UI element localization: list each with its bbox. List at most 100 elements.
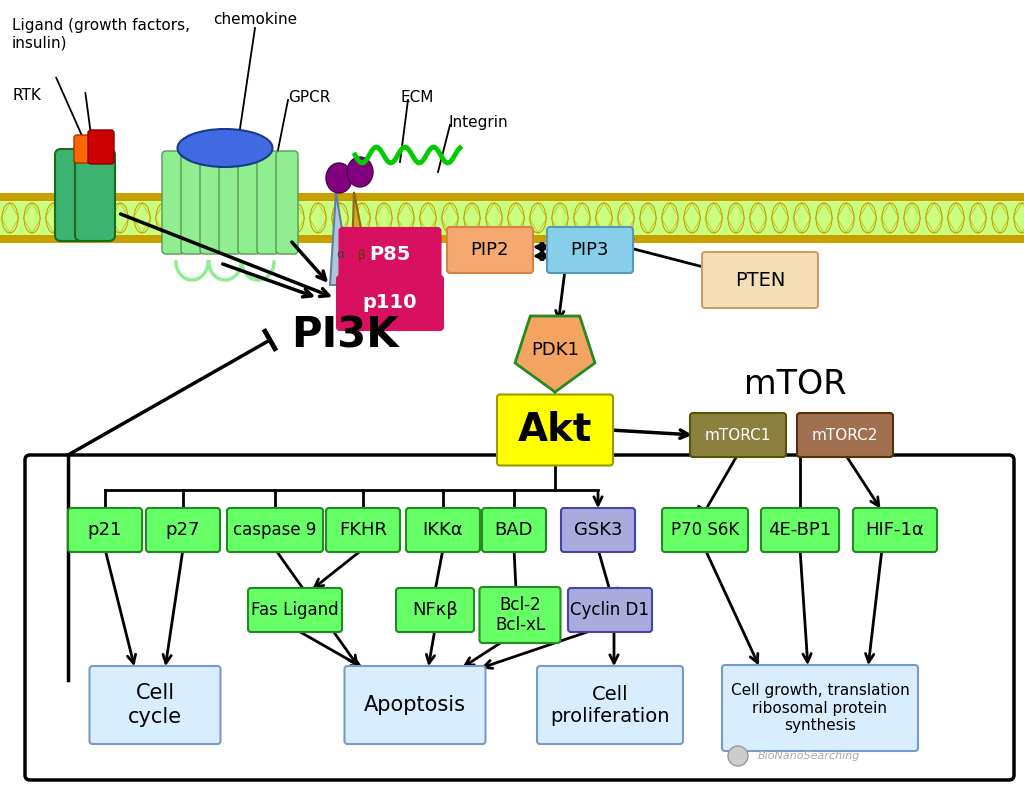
Text: P70 S6K: P70 S6K (671, 521, 739, 539)
Text: p21: p21 (88, 521, 122, 539)
Ellipse shape (486, 203, 502, 233)
FancyBboxPatch shape (537, 666, 683, 744)
Text: Cell growth, translation
ribosomal protein
synthesis: Cell growth, translation ribosomal prote… (731, 683, 909, 733)
FancyBboxPatch shape (68, 508, 142, 552)
Text: p110: p110 (362, 294, 417, 313)
Ellipse shape (992, 203, 1008, 233)
Ellipse shape (728, 203, 744, 233)
Text: Apoptosis: Apoptosis (364, 695, 466, 715)
Ellipse shape (310, 203, 326, 233)
Text: p27: p27 (166, 521, 201, 539)
FancyBboxPatch shape (797, 413, 893, 457)
Text: ECM: ECM (400, 90, 433, 105)
Ellipse shape (288, 203, 304, 233)
Ellipse shape (178, 203, 194, 233)
Ellipse shape (662, 203, 678, 233)
FancyBboxPatch shape (227, 508, 323, 552)
Text: RTK: RTK (12, 88, 41, 103)
FancyBboxPatch shape (340, 228, 440, 282)
Ellipse shape (134, 203, 150, 233)
FancyBboxPatch shape (238, 151, 260, 254)
FancyBboxPatch shape (146, 508, 220, 552)
Ellipse shape (816, 203, 831, 233)
Text: caspase 9: caspase 9 (233, 521, 316, 539)
Ellipse shape (530, 203, 546, 233)
FancyBboxPatch shape (344, 666, 485, 744)
FancyBboxPatch shape (0, 201, 1024, 235)
Ellipse shape (222, 203, 238, 233)
Ellipse shape (508, 203, 524, 233)
Ellipse shape (177, 129, 272, 167)
Ellipse shape (970, 203, 986, 233)
Text: 4E-BP1: 4E-BP1 (768, 521, 831, 539)
Ellipse shape (244, 203, 260, 233)
Ellipse shape (442, 203, 458, 233)
Ellipse shape (640, 203, 656, 233)
Text: PI3K: PI3K (291, 314, 398, 356)
Text: Integrin: Integrin (449, 115, 508, 130)
Ellipse shape (200, 203, 216, 233)
Ellipse shape (794, 203, 810, 233)
Ellipse shape (24, 203, 40, 233)
Ellipse shape (552, 203, 568, 233)
FancyBboxPatch shape (74, 135, 98, 163)
Ellipse shape (112, 203, 128, 233)
FancyBboxPatch shape (88, 130, 114, 164)
FancyBboxPatch shape (248, 588, 342, 632)
Ellipse shape (347, 157, 373, 187)
Text: GSK3: GSK3 (573, 521, 623, 539)
FancyBboxPatch shape (662, 508, 748, 552)
Text: PTEN: PTEN (735, 270, 785, 290)
Text: mTOR: mTOR (743, 368, 846, 402)
Text: β: β (358, 249, 366, 261)
Polygon shape (330, 192, 351, 285)
FancyBboxPatch shape (568, 588, 652, 632)
Text: PDK1: PDK1 (531, 341, 579, 359)
Ellipse shape (464, 203, 480, 233)
Ellipse shape (2, 203, 18, 233)
Ellipse shape (326, 163, 352, 193)
FancyBboxPatch shape (497, 395, 613, 465)
Text: Cyclin D1: Cyclin D1 (570, 601, 649, 619)
Ellipse shape (420, 203, 436, 233)
Ellipse shape (90, 203, 106, 233)
Ellipse shape (948, 203, 964, 233)
Ellipse shape (860, 203, 876, 233)
FancyBboxPatch shape (0, 193, 1024, 243)
Text: Cell
cycle: Cell cycle (128, 683, 182, 727)
FancyBboxPatch shape (406, 508, 480, 552)
Ellipse shape (596, 203, 612, 233)
FancyBboxPatch shape (702, 252, 818, 308)
Ellipse shape (750, 203, 766, 233)
Text: Cell
proliferation: Cell proliferation (550, 684, 670, 726)
Text: FKHR: FKHR (339, 521, 387, 539)
Ellipse shape (398, 203, 414, 233)
FancyBboxPatch shape (853, 508, 937, 552)
Polygon shape (351, 192, 372, 285)
Text: Fas Ligand: Fas Ligand (251, 601, 339, 619)
FancyBboxPatch shape (337, 276, 443, 330)
Ellipse shape (46, 203, 62, 233)
Ellipse shape (376, 203, 392, 233)
FancyBboxPatch shape (219, 151, 241, 254)
FancyBboxPatch shape (722, 665, 918, 751)
Text: BioNanoSearching: BioNanoSearching (758, 751, 860, 761)
Text: insulin): insulin) (12, 36, 68, 51)
Text: HIF-1α: HIF-1α (865, 521, 925, 539)
Text: NFκβ: NFκβ (412, 601, 458, 619)
Text: PIP3: PIP3 (570, 241, 609, 259)
FancyBboxPatch shape (276, 151, 298, 254)
Text: IKKα: IKKα (423, 521, 463, 539)
FancyBboxPatch shape (89, 666, 220, 744)
Text: BAD: BAD (495, 521, 534, 539)
Text: Bcl-2
Bcl-xL: Bcl-2 Bcl-xL (495, 596, 545, 634)
Text: α: α (336, 249, 344, 261)
Ellipse shape (266, 203, 282, 233)
FancyBboxPatch shape (761, 508, 839, 552)
FancyBboxPatch shape (447, 227, 534, 273)
Ellipse shape (926, 203, 942, 233)
Ellipse shape (684, 203, 700, 233)
FancyBboxPatch shape (162, 151, 184, 254)
Text: mTORC2: mTORC2 (812, 427, 879, 443)
FancyBboxPatch shape (690, 413, 786, 457)
